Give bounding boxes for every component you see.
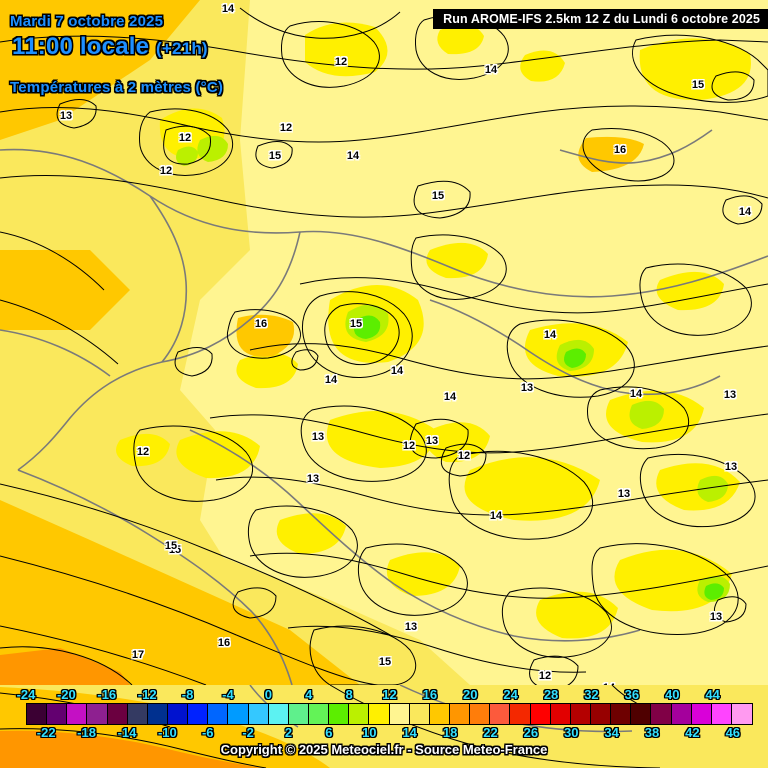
parameter-label: Températures à 2 mètres (°C) [10, 79, 224, 96]
colorbar-swatch [449, 704, 471, 724]
band-16-18-c [0, 250, 130, 330]
colorbar-swatch [711, 704, 732, 724]
colorbar-swatch [188, 704, 209, 724]
forecast-lead-time: (+21h) [156, 39, 208, 58]
colorbar-swatch [308, 704, 330, 724]
colorbar-swatch [429, 704, 450, 724]
colorbar-swatch [590, 704, 612, 724]
colorbar-swatch [490, 704, 511, 724]
colorbar-swatch [147, 704, 168, 724]
forecast-time: 11:00 locale (+21h) [12, 33, 208, 61]
colorbar-swatch [369, 704, 390, 724]
contour-layer [0, 7, 768, 685]
colorbar-swatch [67, 704, 88, 724]
temperature-map[interactable]: Mardi 7 octobre 2025 11:00 locale (+21h)… [0, 0, 768, 685]
colorbar-swatch [671, 704, 692, 724]
legend-panel [0, 685, 768, 768]
colorbar-swatch [268, 704, 289, 724]
colorbar-swatch [389, 704, 410, 724]
colorbar-swatch [288, 704, 309, 724]
temperature-colorbar[interactable] [26, 703, 753, 725]
colorbar-swatch [530, 704, 551, 724]
colorbar-swatch [167, 704, 189, 724]
band-6-8 [353, 315, 724, 600]
colorbar-swatch [570, 704, 591, 724]
colorbar-swatch [107, 704, 128, 724]
forecast-time-value: 11:00 locale [12, 33, 150, 60]
legend-background-map [0, 685, 768, 768]
colorbar-swatch [349, 704, 370, 724]
model-run-banner: Run AROME-IFS 2.5km 12 Z du Lundi 6 octo… [433, 9, 768, 29]
colorbar-swatch [611, 704, 632, 724]
colorbar-swatch [651, 704, 672, 724]
band-18-20 [0, 648, 130, 685]
colorbar-swatch [631, 704, 652, 724]
colorbar-swatch [27, 704, 48, 724]
colorbar-swatch [228, 704, 249, 724]
colorbar-swatch [329, 704, 350, 724]
colorbar-swatch [47, 704, 68, 724]
band-16-18 [0, 0, 200, 140]
colorbar-swatch [470, 704, 491, 724]
colorbar-swatch [510, 704, 531, 724]
band-16-18-b [0, 500, 360, 685]
colorbar-swatch [409, 704, 430, 724]
band-16-18-d [236, 314, 295, 357]
colorbar-swatch [691, 704, 712, 724]
colorbar-swatch [127, 704, 148, 724]
colorbar-swatch [87, 704, 108, 724]
temperature-field-svg [0, 0, 768, 685]
coastline-layer [0, 129, 768, 685]
colorbar-swatch [550, 704, 571, 724]
colorbar-swatch [248, 704, 269, 724]
colorbar-swatch [208, 704, 229, 724]
colorbar-swatch [731, 704, 753, 724]
forecast-date: Mardi 7 octobre 2025 [10, 13, 164, 30]
